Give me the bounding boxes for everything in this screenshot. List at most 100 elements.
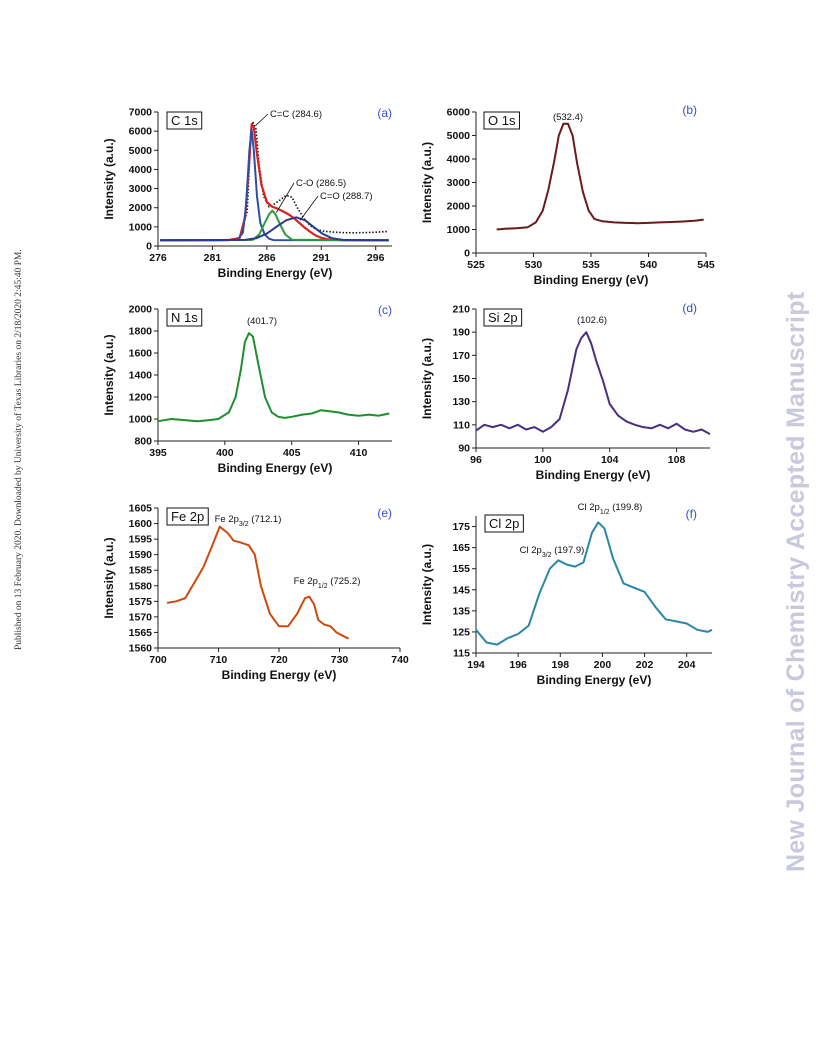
peak-annotation: C=O (288.7) bbox=[320, 191, 373, 202]
x-tick-label: 410 bbox=[350, 447, 368, 459]
y-tick-label: 1565 bbox=[129, 627, 153, 639]
peak-annotation: Cl 2p3/2 (197.9) bbox=[520, 545, 585, 559]
y-tick-label: 1000 bbox=[447, 224, 471, 236]
peak-annotation: (532.4) bbox=[553, 112, 583, 123]
series-line-envelope bbox=[160, 123, 389, 242]
y-tick-label: 5000 bbox=[447, 130, 471, 142]
panel-id-label: (c) bbox=[378, 303, 392, 317]
y-tick-label: 1000 bbox=[129, 221, 153, 233]
x-tick-label: 200 bbox=[594, 659, 612, 671]
panel-title: Cl 2p bbox=[489, 516, 519, 531]
x-tick-label: 720 bbox=[270, 654, 288, 666]
x-axis-label: Binding Energy (eV) bbox=[218, 266, 333, 280]
y-axis-label: Intensity (a.u.) bbox=[102, 537, 116, 618]
x-tick-label: 530 bbox=[525, 259, 543, 271]
x-tick-label: 202 bbox=[636, 659, 654, 671]
series-line-c_o bbox=[160, 209, 389, 242]
y-tick-label: 4000 bbox=[129, 164, 153, 176]
panel-title-box bbox=[166, 111, 203, 130]
panel-title-group: Si 2p bbox=[483, 308, 523, 327]
peak-annotation: Cl 2p1/2 (199.8) bbox=[578, 502, 643, 516]
y-axis-label: Intensity (a.u.) bbox=[102, 138, 116, 219]
x-tick-label: 104 bbox=[601, 454, 619, 466]
x-tick-label: 198 bbox=[552, 659, 570, 671]
y-tick-label: 1585 bbox=[129, 565, 153, 577]
y-tick-label: 1600 bbox=[129, 348, 153, 360]
x-tick-label: 100 bbox=[534, 454, 552, 466]
chart-panel-f: 115 125 135 145 155 165 175 194 196 198 200 202 204 B… bbox=[420, 502, 713, 687]
peak-annotation: C-O (286.5) bbox=[296, 178, 346, 189]
x-tick-label: 395 bbox=[149, 447, 167, 459]
y-tick-label: 1400 bbox=[129, 370, 153, 382]
x-axis-label: Binding Energy (eV) bbox=[218, 461, 333, 475]
y-tick-label: 3000 bbox=[129, 183, 153, 195]
y-tick-label: 1000 bbox=[129, 414, 153, 426]
chart-panel-d: 90 110 130 150 170 190 210 96 100 104 108 Binding E… bbox=[420, 301, 711, 482]
y-tick-label: 125 bbox=[452, 626, 470, 638]
annotation-arrow bbox=[255, 113, 269, 126]
chart-panel-e: 1560 1565 1570 1575 1580 1585 1590 1595 1600 1605… bbox=[102, 503, 409, 683]
series-line-line bbox=[475, 521, 713, 646]
y-tick-label: 155 bbox=[452, 563, 470, 575]
x-tick-label: 700 bbox=[149, 654, 167, 666]
y-axis-label: Intensity (a.u.) bbox=[420, 142, 434, 223]
x-tick-label: 204 bbox=[678, 659, 696, 671]
series-line-c_eq_o bbox=[160, 216, 389, 242]
x-tick-label: 194 bbox=[467, 659, 485, 671]
y-tick-label: 115 bbox=[453, 648, 470, 660]
y-axis-label: Intensity (a.u.) bbox=[102, 334, 116, 415]
y-tick-label: 7000 bbox=[129, 107, 153, 119]
x-tick-label: 96 bbox=[470, 454, 482, 466]
y-tick-label: 5000 bbox=[129, 145, 153, 157]
x-tick-label: 281 bbox=[204, 252, 222, 264]
panel-title-box bbox=[166, 308, 203, 327]
y-tick-label: 0 bbox=[464, 248, 470, 260]
y-tick-label: 135 bbox=[452, 605, 470, 617]
x-tick-label: 535 bbox=[582, 259, 600, 271]
y-tick-label: 1200 bbox=[129, 392, 153, 404]
series-line-line bbox=[166, 525, 350, 640]
y-tick-label: 1590 bbox=[129, 549, 153, 561]
panel-title-box bbox=[484, 514, 524, 533]
x-axis-label: Binding Energy (eV) bbox=[534, 273, 649, 287]
y-tick-label: 1605 bbox=[129, 503, 153, 515]
panel-title: Fe 2p bbox=[171, 509, 204, 524]
series-line-line bbox=[496, 122, 704, 231]
y-tick-label: 165 bbox=[452, 542, 470, 554]
x-tick-label: 545 bbox=[697, 259, 715, 271]
y-tick-label: 130 bbox=[452, 396, 470, 408]
y-tick-label: 2000 bbox=[129, 304, 153, 316]
panel-title: O 1s bbox=[488, 113, 516, 128]
panel-title-group: Cl 2p bbox=[484, 514, 524, 533]
annotation-arrow bbox=[275, 182, 295, 213]
x-tick-label: 740 bbox=[391, 654, 409, 666]
y-tick-label: 170 bbox=[452, 350, 470, 362]
y-tick-label: 2000 bbox=[129, 202, 153, 214]
annotation-arrow bbox=[299, 195, 319, 221]
y-tick-label: 6000 bbox=[447, 107, 471, 119]
chart-panel-a: 0 1000 2000 3000 4000 5000 6000 7000 276 281 286 29… bbox=[102, 106, 392, 280]
x-tick-label: 710 bbox=[210, 654, 228, 666]
panel-id-label: (b) bbox=[682, 103, 697, 117]
x-tick-label: 405 bbox=[283, 447, 301, 459]
x-tick-label: 730 bbox=[331, 654, 349, 666]
x-axis-label: Binding Energy (eV) bbox=[537, 673, 652, 687]
panel-title-group: O 1s bbox=[483, 111, 520, 130]
y-tick-label: 150 bbox=[452, 373, 470, 385]
y-tick-label: 145 bbox=[452, 584, 470, 596]
y-tick-label: 0 bbox=[146, 241, 152, 253]
panel-id-label: (a) bbox=[377, 106, 392, 120]
peak-annotation: (102.6) bbox=[577, 315, 607, 326]
x-axis-label: Binding Energy (eV) bbox=[222, 668, 337, 682]
y-axis-label: Intensity (a.u.) bbox=[420, 544, 434, 625]
panel-title: Si 2p bbox=[488, 310, 518, 325]
panel-title-box bbox=[166, 507, 209, 526]
y-tick-label: 6000 bbox=[129, 126, 153, 138]
y-tick-label: 90 bbox=[458, 443, 470, 455]
x-tick-label: 400 bbox=[216, 447, 234, 459]
peak-annotation: (401.7) bbox=[247, 316, 277, 327]
series-line-raw bbox=[160, 120, 389, 242]
peak-annotation: Fe 2p1/2 (725.2) bbox=[294, 576, 361, 590]
y-tick-label: 1560 bbox=[129, 643, 153, 655]
panel-title-group: Fe 2p bbox=[166, 507, 209, 526]
